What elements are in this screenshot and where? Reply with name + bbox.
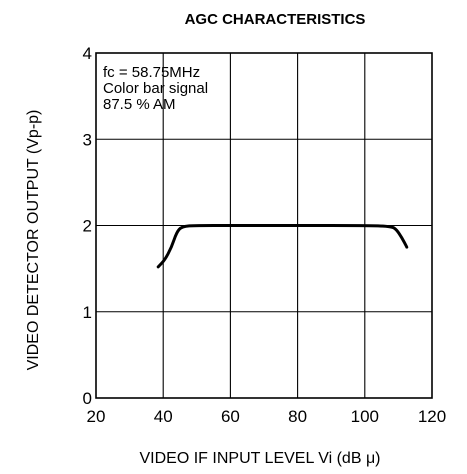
x-tick-label: 60 — [221, 407, 240, 426]
tick-labels: 0 1 2 3 4 20 40 60 80 100 120 — [83, 44, 447, 426]
x-tick-label: 80 — [288, 407, 307, 426]
agc-curve — [156, 223, 409, 269]
y-tick-label: 2 — [83, 217, 92, 236]
x-tick-label: 20 — [87, 407, 106, 426]
x-tick-label: 120 — [418, 407, 446, 426]
annotation-line: 87.5 % AM — [103, 96, 176, 113]
series-layer — [156, 223, 409, 269]
y-tick-label: 0 — [83, 389, 92, 408]
plot-frame — [95, 52, 433, 399]
annotation-line: fc = 58.75MHz — [103, 64, 200, 81]
y-tick-label: 1 — [83, 303, 92, 322]
y-tick-label: 3 — [83, 130, 92, 149]
chart-title: AGC CHARACTERISTICS — [185, 11, 366, 28]
y-axis-label: VIDEO DETECTOR OUTPUT (Vp-p) — [25, 110, 42, 371]
y-tick-label: 4 — [83, 44, 92, 63]
x-tick-label: 40 — [154, 407, 173, 426]
annotation-block: fc = 58.75MHz Color bar signal 87.5 % AM — [103, 64, 208, 113]
x-axis-label: VIDEO IF INPUT LEVEL Vi (dB μ) — [140, 450, 381, 467]
x-tick-label: 100 — [351, 407, 379, 426]
annotation-line: Color bar signal — [103, 80, 208, 97]
